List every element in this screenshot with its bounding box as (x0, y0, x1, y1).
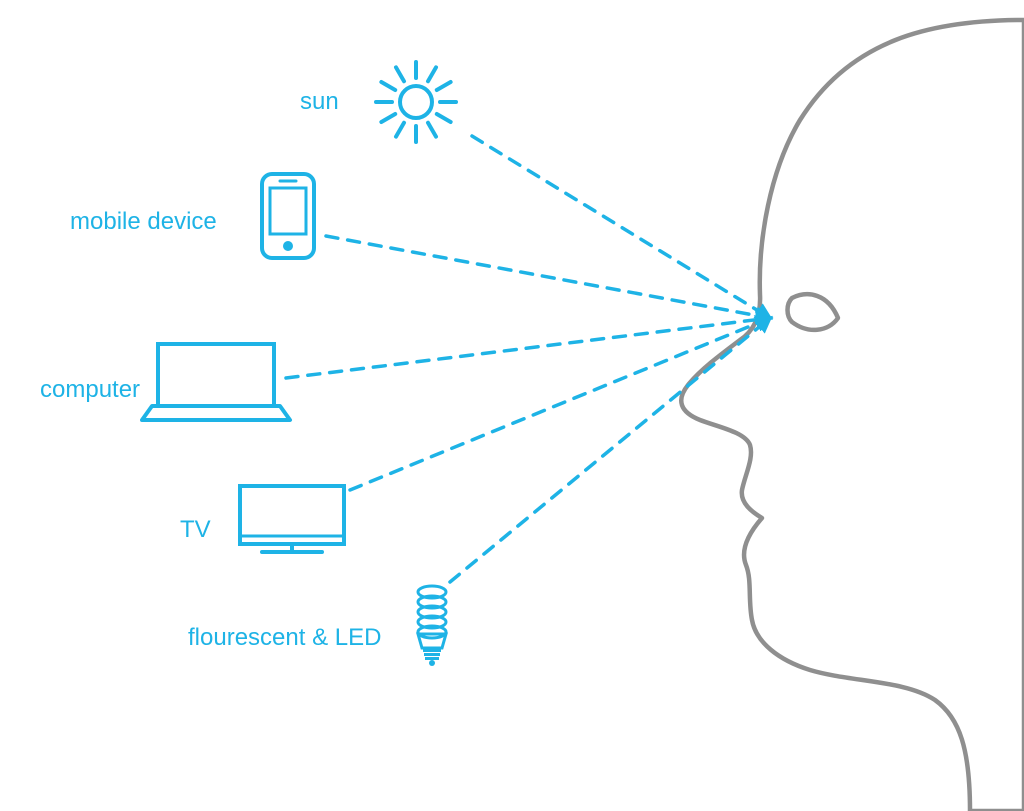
tv-label: TV (180, 516, 211, 544)
computer-label: computer (40, 376, 140, 404)
diagram-svg (0, 0, 1024, 811)
bulb-label: flourescent & LED (188, 624, 381, 652)
mobile-device-icon (262, 174, 314, 258)
eye-icon (788, 294, 839, 330)
sun-ray (472, 136, 770, 318)
sun-label: sun (300, 88, 339, 116)
computer-icon (142, 344, 290, 420)
mobile-label: mobile device (70, 208, 217, 236)
cfl-bulb-icon (418, 586, 446, 666)
head-profile (681, 20, 1024, 811)
tv-icon (240, 486, 344, 552)
diagram-root: sun mobile device computer TV flourescent & … (0, 0, 1024, 811)
sun-icon (376, 62, 456, 142)
bulb-ray (450, 318, 770, 582)
